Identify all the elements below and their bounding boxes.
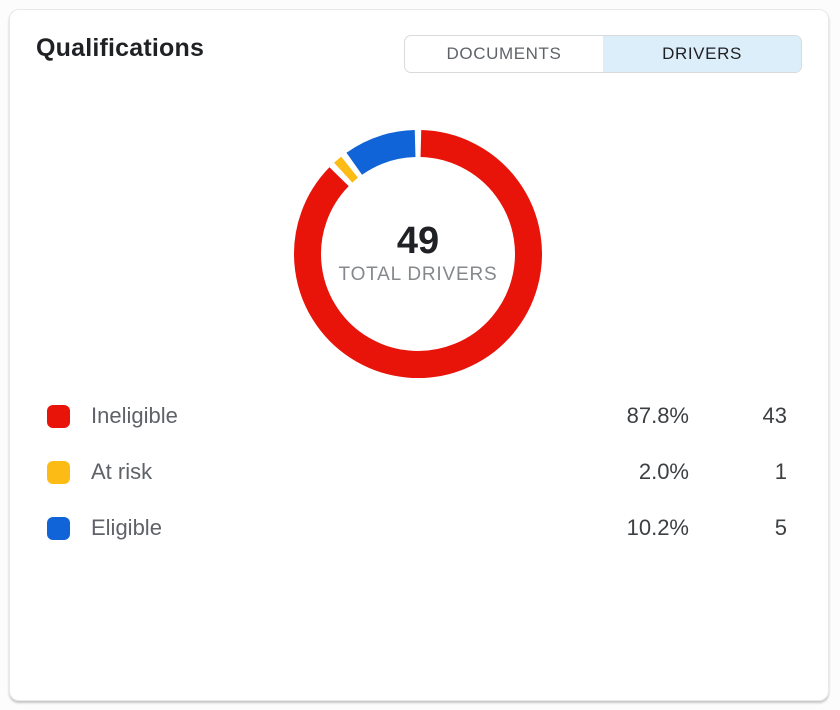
donut-segment-ineligible[interactable] [294,130,542,378]
qualifications-card: Qualifications DOCUMENTS DRIVERS 49 TOTA… [9,9,829,701]
legend-swatch-ineligible [47,404,70,428]
legend-label: Ineligible [91,403,178,428]
legend-label: At risk [91,459,153,484]
tab-drivers[interactable]: DRIVERS [603,36,801,72]
legend-row-at-risk: At risk 2.0% 1 [10,444,828,500]
donut-chart: 49 TOTAL DRIVERS [283,119,553,389]
legend-count: 5 [774,515,787,540]
legend-row-eligible: Eligible 10.2% 5 [10,500,828,556]
donut-svg [294,130,542,378]
legend-percent: 10.2% [626,515,689,540]
donut-segment-at-risk[interactable] [334,156,359,183]
legend-swatch-eligible [47,516,70,540]
legend-percent: 2.0% [638,459,689,484]
legend-count: 43 [762,403,787,428]
page-title: Qualifications [36,34,205,62]
tab-documents[interactable]: DOCUMENTS [405,36,603,72]
donut-segment-eligible[interactable] [346,130,416,176]
legend-row-ineligible: Ineligible 87.8% 43 [10,388,828,444]
legend-label: Eligible [91,515,162,540]
legend-swatch-at-risk [47,460,70,484]
legend-percent: 87.8% [626,403,689,428]
legend-count: 1 [774,459,787,484]
chart-legend: Ineligible 87.8% 43 At risk 2.0% 1 Eligi… [10,388,828,556]
view-toggle: DOCUMENTS DRIVERS [404,35,802,73]
